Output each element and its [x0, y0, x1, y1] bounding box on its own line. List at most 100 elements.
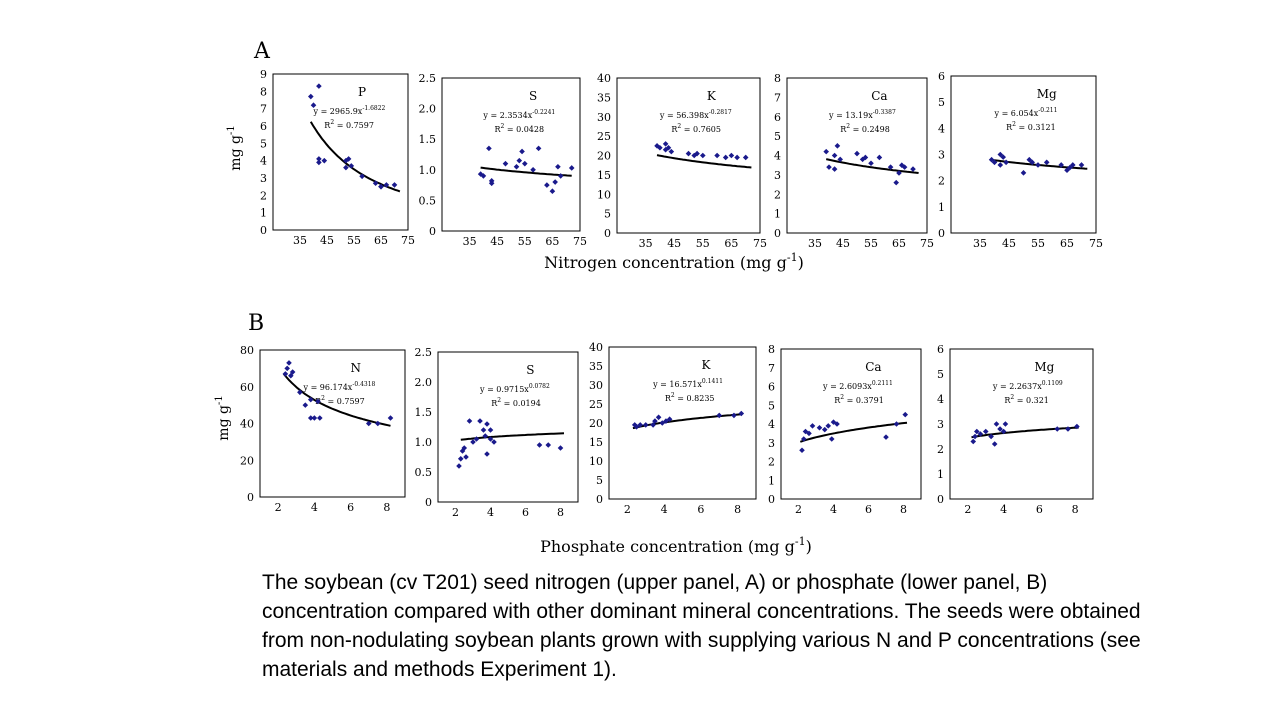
data-point — [343, 157, 349, 164]
data-point — [387, 415, 394, 421]
data-point — [1065, 426, 1071, 432]
data-point — [722, 154, 729, 161]
plot-title: S — [529, 89, 537, 103]
plot-frame — [608, 346, 757, 500]
data-point — [902, 411, 909, 418]
plot-title: Mg — [1034, 360, 1054, 374]
data-point — [480, 173, 487, 179]
y-tick-label: 1.5 — [415, 406, 433, 419]
data-point — [982, 428, 989, 435]
x-tick-label: 6 — [522, 506, 529, 519]
data-point — [728, 152, 735, 159]
data-point — [316, 156, 322, 162]
fit-curve — [825, 158, 919, 174]
data-point — [633, 424, 640, 430]
panel-label-b: B — [248, 311, 264, 336]
data-point — [685, 150, 692, 157]
y-tick-label: 1 — [937, 468, 944, 481]
y-tick-label: 80 — [240, 344, 254, 357]
x-tick-label: 8 — [1072, 503, 1079, 516]
y-tick-label: 60 — [240, 381, 254, 394]
fit-equation: y = 16.571x0.1411 — [652, 378, 723, 389]
data-point — [668, 148, 675, 155]
y-tick-label: 0.5 — [415, 466, 433, 479]
data-point — [714, 152, 720, 159]
x-tick-label: 55 — [518, 235, 532, 248]
data-point — [731, 412, 737, 419]
data-point — [997, 426, 1003, 432]
x-tick-label: 45 — [667, 237, 681, 250]
data-point — [1000, 154, 1006, 160]
data-point — [310, 102, 317, 108]
fit-r-squared: R2 = 0.0428 — [494, 123, 544, 134]
y-tick-label: 0 — [425, 496, 432, 509]
data-point — [456, 463, 462, 469]
data-point — [1043, 159, 1050, 166]
data-point — [800, 436, 807, 442]
plot-title: Mg — [1037, 87, 1057, 101]
y-tick-label: 35 — [597, 91, 611, 104]
data-point — [544, 182, 550, 188]
fit-r-squared: R2 = 0.3121 — [1006, 121, 1056, 132]
data-point — [473, 436, 480, 442]
data-point — [868, 160, 874, 167]
plot-title: Ca — [871, 89, 887, 103]
data-point — [806, 430, 812, 437]
fit-equation: y = 13.19x-0.3387 — [828, 109, 896, 120]
y-tick-label: 5 — [768, 399, 775, 412]
y-tick-label: 4 — [937, 393, 944, 406]
plot-title: K — [707, 89, 717, 103]
data-point — [487, 436, 494, 442]
data-point — [991, 441, 998, 447]
x-tick-label: 65 — [892, 237, 906, 250]
data-point — [997, 162, 1004, 168]
data-point — [315, 398, 321, 405]
x-tick-label: 4 — [487, 506, 494, 519]
fit-equation: y = 6.054x-0.211 — [994, 107, 1058, 118]
y-tick-label: 2 — [938, 175, 945, 188]
y-tick-label: 40 — [589, 341, 603, 354]
y-tick-label: 2.0 — [419, 103, 437, 116]
y-axis-title: mg g-1 — [226, 125, 244, 170]
data-point — [828, 436, 835, 442]
data-point — [809, 423, 816, 429]
x-tick-label: 4 — [311, 501, 318, 514]
x-tick-label: 2 — [452, 506, 459, 519]
data-point — [816, 424, 823, 431]
y-tick-label: 2 — [260, 189, 267, 202]
data-point — [557, 445, 564, 451]
y-tick-label: 40 — [597, 72, 611, 85]
x-tick-label: 75 — [401, 234, 415, 247]
data-point — [1074, 423, 1080, 430]
data-point — [974, 428, 980, 435]
data-point — [288, 372, 294, 379]
x-tick-label: 65 — [545, 235, 559, 248]
y-tick-label: 2 — [937, 443, 944, 456]
x-tick-label: 55 — [1031, 237, 1045, 250]
x-tick-label: 4 — [1000, 503, 1007, 516]
x-tick-label: 45 — [1002, 237, 1016, 250]
y-tick-label: 0 — [596, 493, 603, 506]
y-tick-label: 8 — [260, 85, 267, 98]
data-point — [536, 442, 543, 448]
y-tick-label: 7 — [774, 91, 781, 104]
x-tick-label: 75 — [753, 237, 767, 250]
data-point — [522, 160, 528, 167]
plot-frame — [950, 75, 1097, 234]
data-point — [317, 415, 323, 421]
plot-frame — [441, 77, 581, 232]
data-point — [830, 419, 837, 425]
data-point — [734, 154, 740, 161]
x-tick-label: 6 — [697, 503, 704, 516]
data-point — [826, 164, 832, 170]
data-point — [716, 412, 723, 419]
data-point — [297, 389, 303, 396]
data-point — [535, 145, 542, 152]
y-tick-label: 1 — [938, 201, 945, 214]
fit-equation: y = 2.3534x-0.2241 — [482, 109, 555, 120]
data-point — [876, 154, 883, 161]
fit-equation: y = 56.398x-0.2817 — [659, 109, 732, 120]
